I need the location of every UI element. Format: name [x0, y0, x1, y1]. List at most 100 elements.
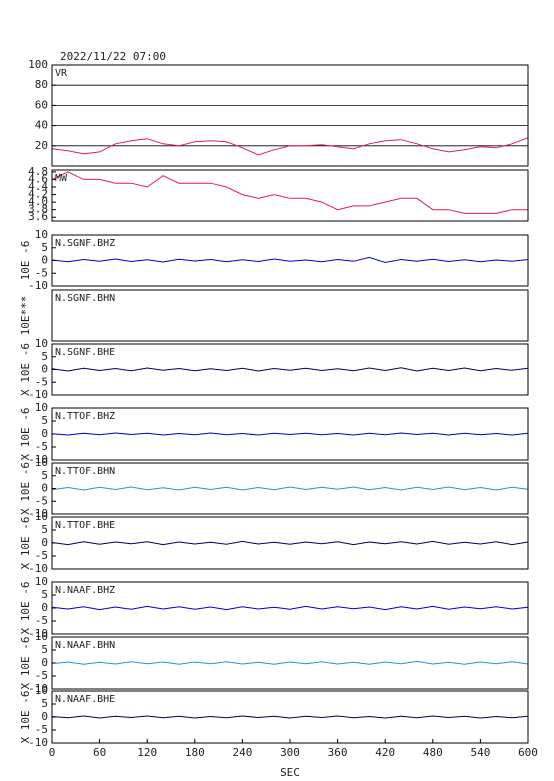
y-tick-label: 10 — [35, 401, 48, 414]
panel-frame — [51, 581, 529, 635]
y-tick-label: 10 — [35, 228, 48, 241]
y-tick-label: -5 — [35, 669, 48, 682]
x-tick-label: 120 — [137, 746, 157, 759]
y-tick-label: 10 — [35, 510, 48, 523]
panel-label: N.TTOF.BHN — [55, 466, 115, 477]
y-tick-label: 0 — [41, 536, 48, 549]
x-tick-label: 600 — [518, 746, 538, 759]
y-tick-label: 0 — [41, 656, 48, 669]
trace — [51, 256, 529, 264]
y-tick-label: -10 — [28, 736, 48, 749]
trace — [51, 715, 529, 719]
y-tick-label: 10 — [35, 575, 48, 588]
y-tick-label: 100 — [28, 58, 48, 71]
panel-label: N.SGNF.BHZ — [55, 238, 115, 249]
panel-label: N.TTOF.BHZ — [55, 411, 115, 422]
trace — [51, 540, 529, 546]
chart-title: 2022/11/22 07:00 — [60, 50, 166, 63]
trace — [51, 367, 529, 372]
y-tick-label: 0 — [41, 601, 48, 614]
y-tick-label: 5 — [41, 697, 48, 710]
panel-label: N.NAAF.BHZ — [55, 585, 115, 596]
y-axis-label: X 10E -6 — [19, 582, 32, 635]
panel-frame — [51, 516, 529, 570]
panel-frame — [51, 169, 529, 222]
y-tick-label: -10 — [28, 279, 48, 292]
x-tick-label: 240 — [232, 746, 252, 759]
y-axis-label: X 10E -6 — [19, 408, 32, 461]
y-tick-label: 5 — [41, 643, 48, 656]
y-tick-label: 4.4 — [28, 180, 48, 193]
y-axis-label: X 10E -6 — [19, 462, 32, 515]
panel-label: N.NAAF.BHN — [55, 640, 115, 651]
y-tick-label: -5 — [35, 440, 48, 453]
y-tick-label: -10 — [28, 388, 48, 401]
panel-frame — [51, 64, 529, 167]
panel-frame — [51, 636, 529, 690]
x-tick-label: 180 — [185, 746, 205, 759]
y-axis-label: 10E -6 — [19, 241, 32, 281]
y-tick-label: -5 — [35, 375, 48, 388]
y-tick-label: 0 — [41, 427, 48, 440]
panel-label: N.SGNF.BHE — [55, 347, 115, 358]
panel-label: VR — [55, 68, 68, 79]
y-tick-label: 10 — [35, 630, 48, 643]
y-tick-label: 3.8 — [28, 203, 48, 216]
trace — [51, 660, 529, 665]
y-tick-label: 5 — [41, 469, 48, 482]
trace — [51, 605, 529, 611]
trace — [51, 432, 529, 436]
y-tick-label: -5 — [35, 266, 48, 279]
y-tick-label: -5 — [35, 723, 48, 736]
y-tick-label: -10 — [28, 562, 48, 575]
y-axis-label: X 10E -6 — [19, 691, 32, 744]
x-tick-label: 300 — [280, 746, 300, 759]
y-tick-label: -10 — [28, 453, 48, 466]
x-tick-label: 420 — [375, 746, 395, 759]
y-axis-label: X 10E -6 — [19, 517, 32, 570]
y-tick-label: 0 — [41, 254, 48, 267]
y-axis-label: 10E*** — [19, 296, 32, 336]
y-tick-label: 40 — [35, 119, 48, 132]
trace — [51, 137, 529, 156]
panel-frame — [51, 407, 529, 461]
y-tick-label: -5 — [35, 494, 48, 507]
x-tick-label: 60 — [93, 746, 106, 759]
y-tick-label: 4.2 — [28, 188, 48, 201]
y-tick-label: 5 — [41, 523, 48, 536]
panel-label: N.NAAF.BHE — [55, 694, 115, 705]
trace — [51, 486, 529, 491]
y-axis-label: X 10E -6 — [19, 343, 32, 396]
y-tick-label: -10 — [28, 507, 48, 520]
x-tick-label: 480 — [423, 746, 443, 759]
y-tick-label: 10 — [35, 684, 48, 697]
panel-frame — [51, 343, 529, 396]
y-tick-label: 0 — [41, 710, 48, 723]
y-tick-label: 80 — [35, 78, 48, 91]
y-tick-label: 4.6 — [28, 172, 48, 185]
x-tick-label: 540 — [470, 746, 490, 759]
panel-label: N.SGNF.BHN — [55, 293, 115, 304]
y-tick-label: 4.0 — [28, 195, 48, 208]
y-axis-label: X 10E -6 — [19, 637, 32, 690]
x-axis-label: SEC — [280, 766, 300, 779]
y-tick-label: -5 — [35, 614, 48, 627]
y-tick-label: 10 — [35, 456, 48, 469]
panel-label: N.TTOF.BHE — [55, 520, 115, 531]
x-tick-label: 0 — [49, 746, 56, 759]
y-tick-label: 0 — [41, 363, 48, 376]
y-tick-label: -10 — [28, 682, 48, 695]
y-tick-label: 5 — [41, 241, 48, 254]
y-tick-label: 10 — [35, 337, 48, 350]
y-tick-label: 4.8 — [28, 165, 48, 178]
y-tick-label: 5 — [41, 588, 48, 601]
y-tick-label: 5 — [41, 350, 48, 363]
y-tick-label: 60 — [35, 98, 48, 111]
panel-frame — [51, 234, 529, 287]
y-tick-label: 20 — [35, 139, 48, 152]
y-tick-label: -5 — [35, 549, 48, 562]
y-tick-label: 3.6 — [28, 210, 48, 223]
y-tick-label: -10 — [28, 627, 48, 640]
y-tick-label: 0 — [41, 482, 48, 495]
